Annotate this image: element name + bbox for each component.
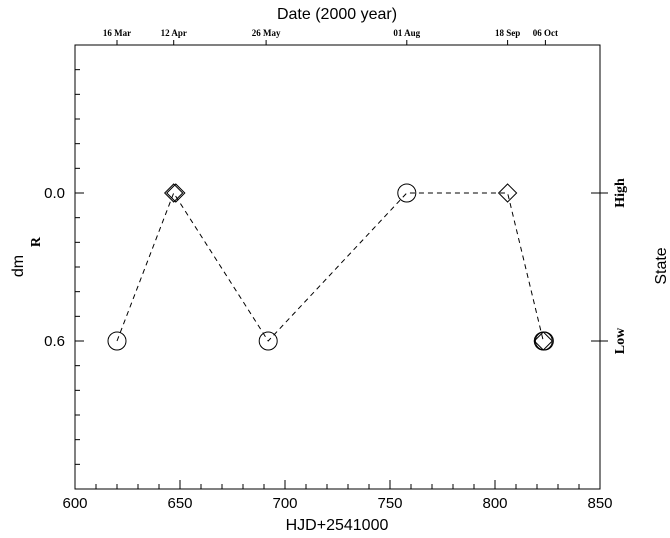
y-axis-label-subscript: R — [29, 236, 44, 247]
x-tick-label: 600 — [62, 495, 87, 512]
circle-marker — [397, 183, 417, 203]
diamond-marker — [166, 183, 186, 203]
y-axis-label: dm — [10, 255, 27, 277]
x-tick-label: 850 — [587, 495, 612, 512]
y-tick-label: 0.0 — [44, 185, 65, 202]
series-line — [116, 191, 544, 342]
date-tick-label: 16 Mar — [103, 28, 131, 38]
circle-marker — [533, 331, 553, 351]
x-axis-label: HJD+2541000 — [286, 517, 389, 534]
state-tick-label: High — [613, 178, 628, 208]
diamond-marker — [497, 183, 518, 203]
date-tick-label: 01 Aug — [393, 28, 420, 38]
x-tick-label: 700 — [272, 495, 297, 512]
state-tick-label: Low — [613, 327, 628, 354]
circle-marker — [534, 331, 554, 351]
date-tick-label: 26 May — [252, 28, 281, 38]
y-tick-label: 0.6 — [44, 333, 65, 350]
chart-title: Date (2000 year) — [277, 6, 397, 23]
right-axis-label: State — [653, 247, 670, 284]
x-tick-label: 750 — [377, 495, 402, 512]
circle-marker — [258, 331, 278, 351]
data-points — [107, 183, 554, 351]
diamond-marker — [533, 331, 554, 351]
date-tick-label: 06 Oct — [533, 28, 558, 38]
date-tick-label: 18 Sep — [495, 28, 520, 38]
x-tick-label: 800 — [482, 495, 507, 512]
tick-labels: 600 650 700 750 800 850 0.0 0.6 16 Mar 12 Apr 26 M… — [44, 28, 628, 512]
circle-marker — [107, 331, 127, 351]
diamond-marker — [163, 183, 184, 203]
x-tick-label: 650 — [167, 495, 192, 512]
axis-ticks — [74, 40, 608, 490]
date-tick-label: 12 Apr — [161, 28, 187, 38]
